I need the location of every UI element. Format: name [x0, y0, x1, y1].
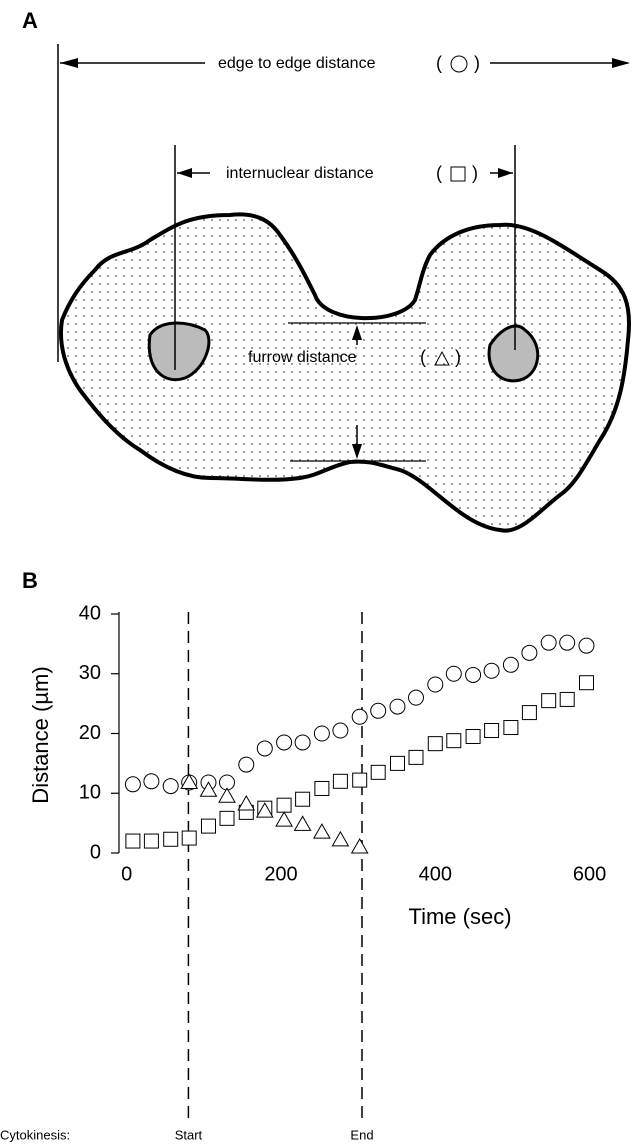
y-tick-label: 0 [90, 841, 101, 863]
square-point [371, 765, 385, 779]
circle-point [239, 757, 254, 772]
square-point [428, 737, 442, 751]
paren: ( [420, 347, 426, 367]
circle-point [125, 777, 140, 792]
square-point [164, 832, 178, 846]
triangle-point [276, 812, 292, 826]
circle-point [257, 741, 272, 756]
paren: ( [436, 53, 442, 73]
circle-point [163, 779, 178, 794]
square-point [485, 724, 499, 738]
paren: ( [436, 163, 442, 183]
circle-point [277, 735, 292, 750]
y-tick-label: 30 [79, 662, 101, 684]
paren: ) [474, 53, 480, 73]
circle-point [295, 735, 310, 750]
triangle-point [314, 824, 330, 838]
circle-point [352, 709, 367, 724]
circle-symbol [451, 56, 467, 72]
arrow-head [177, 168, 192, 178]
phase-label: Cytokinesis: [0, 1127, 70, 1142]
triangle-point [352, 839, 368, 853]
square-point [277, 798, 291, 812]
triangle-point [238, 796, 254, 810]
square-point [144, 834, 158, 848]
x-tick-label: 200 [264, 863, 297, 885]
y-tick-label: 10 [79, 782, 101, 804]
x-tick-label: 400 [419, 863, 452, 885]
phase-marker-label: Start [175, 1127, 203, 1142]
furrow-label: furrow distance [248, 349, 357, 366]
x-tick-label: 0 [121, 863, 132, 885]
square-point [560, 692, 574, 706]
circle-point [560, 635, 575, 650]
cell-outline [61, 214, 629, 530]
square-point [522, 706, 536, 720]
arrow-head [612, 58, 630, 68]
arrow-head [498, 168, 513, 178]
circle-point [144, 774, 159, 789]
x-tick-label: 600 [573, 863, 606, 885]
square-point [579, 676, 593, 690]
square-point [390, 756, 404, 770]
y-axis-label: Distance (µm) [28, 666, 53, 803]
square-symbol [451, 167, 465, 181]
square-point [542, 694, 556, 708]
square-point [466, 729, 480, 743]
square-point [315, 781, 329, 795]
circle-point [390, 699, 405, 714]
y-tick-label: 20 [79, 722, 101, 744]
triangle-point [295, 816, 311, 830]
square-point [504, 721, 518, 735]
circle-point [314, 726, 329, 741]
phase-marker-label: End [350, 1127, 373, 1142]
edge-label: edge to edge distance [218, 55, 376, 72]
arrow-head [60, 58, 78, 68]
square-point [182, 831, 196, 845]
paren: ) [455, 347, 461, 367]
circle-point [579, 638, 594, 653]
circle-point [371, 703, 386, 718]
circle-point [541, 635, 556, 650]
circle-point [333, 723, 348, 738]
square-point [126, 834, 140, 848]
y-tick-label: 40 [79, 602, 101, 624]
panel-label: B [22, 568, 38, 593]
square-point [409, 750, 423, 764]
x-axis-label: Time (sec) [408, 904, 511, 929]
circle-point [503, 657, 518, 672]
circle-point [409, 690, 424, 705]
circle-point [466, 667, 481, 682]
circle-point [446, 666, 461, 681]
circle-point [522, 645, 537, 660]
square-point [333, 774, 347, 788]
paren: ) [472, 163, 478, 183]
triangle-point [332, 832, 348, 846]
internuclear-label: internuclear distance [226, 165, 374, 182]
square-point [296, 792, 310, 806]
square-point [220, 811, 234, 825]
panel-label: A [22, 8, 38, 33]
triangle-point [219, 788, 235, 802]
circle-point [428, 677, 443, 692]
circle-point [484, 663, 499, 678]
square-point [447, 734, 461, 748]
figure: A edge to edge distance ( ) internuclear… [0, 0, 632, 1148]
square-point [201, 819, 215, 833]
square-point [353, 773, 367, 787]
